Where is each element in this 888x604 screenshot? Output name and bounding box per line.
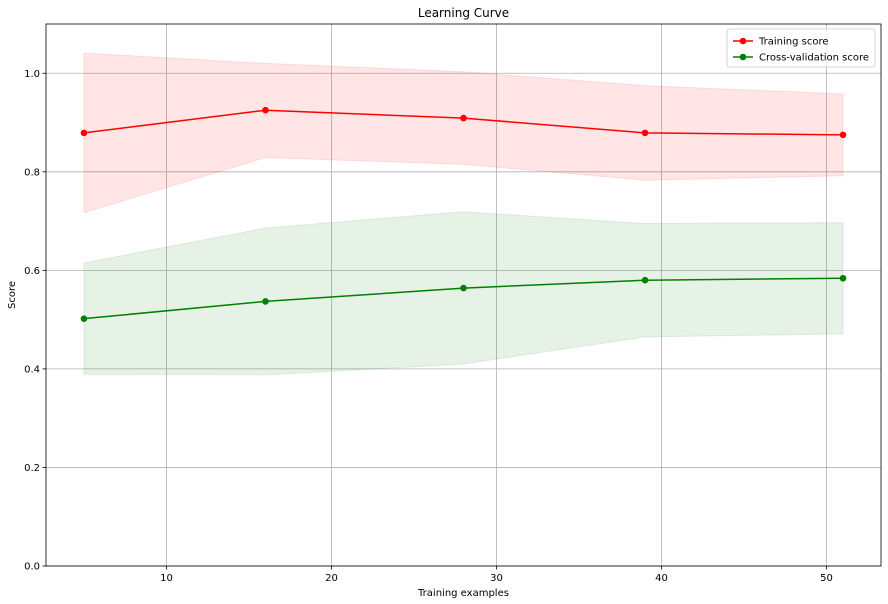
x-tick-label: 50 [820,573,833,584]
chart-title: Learning Curve [418,6,509,20]
grid-lines [46,24,881,567]
series-points [80,106,847,322]
data-point [80,129,88,137]
legend-swatch-marker [739,37,747,45]
y-axis-label: Score [7,281,18,309]
data-point [641,129,649,137]
legend-entry: Cross-validation score [759,53,869,64]
y-tick-label: 0.6 [24,266,40,277]
plot-frame [45,23,882,567]
data-point [641,276,649,284]
y-tick-label: 0.4 [24,364,40,375]
data-point [839,274,847,282]
y-tick-label: 0.8 [24,167,40,178]
legend-box [726,28,876,68]
x-tick-label: 10 [160,573,173,584]
data-point [460,114,467,122]
data-point [262,298,269,305]
data-point [839,131,847,139]
legend-entry: Training score [758,37,829,48]
legend-swatch-marker [739,53,747,61]
x-ticks: 10 20 30 40 50 [160,566,833,584]
x-tick-label: 20 [325,573,338,584]
std-band-0 [83,52,844,214]
y-tick-label: 1.0 [24,69,40,80]
x-tick-label: 30 [490,573,503,584]
legend: Training score Cross-validation score [726,28,876,68]
x-axis-label: Training examples [417,588,509,599]
x-tick-label: 40 [655,573,668,584]
data-point [460,284,467,292]
std-bands [83,52,844,376]
y-ticks: 0.0 0.2 0.4 0.6 0.8 1.0 [24,69,46,573]
data-point [262,106,269,114]
y-tick-label: 0.0 [24,562,40,573]
y-tick-label: 0.2 [24,463,40,474]
std-band-1 [83,211,844,376]
data-point [80,315,88,322]
